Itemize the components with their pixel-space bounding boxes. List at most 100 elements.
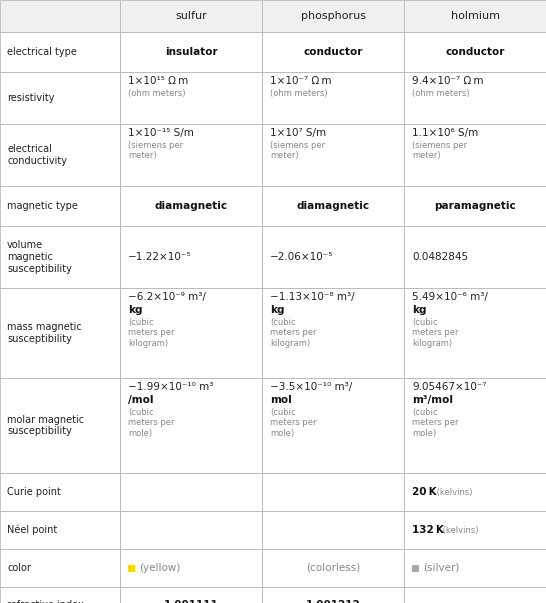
- Bar: [262, 72, 404, 124]
- Bar: [412, 564, 419, 572]
- Bar: [262, 186, 404, 226]
- Text: (cubic
meters per
kilogram): (cubic meters per kilogram): [270, 318, 317, 348]
- Text: kg: kg: [128, 305, 143, 315]
- Bar: [404, 473, 546, 511]
- Bar: [0, 0, 120, 32]
- Text: insulator: insulator: [165, 47, 217, 57]
- Text: 9.4×10⁻⁷ Ω m: 9.4×10⁻⁷ Ω m: [412, 76, 484, 86]
- Bar: [404, 226, 546, 288]
- Text: 1×10⁻¹⁵ S/m: 1×10⁻¹⁵ S/m: [128, 128, 194, 138]
- Text: resistivity: resistivity: [7, 93, 55, 103]
- Text: mol: mol: [270, 395, 292, 405]
- Bar: [404, 186, 546, 226]
- Bar: [0, 226, 120, 288]
- Text: (cubic
meters per
mole): (cubic meters per mole): [412, 408, 459, 438]
- Text: (cubic
meters per
kilogram): (cubic meters per kilogram): [128, 318, 175, 348]
- Bar: [0, 473, 120, 511]
- Text: −6.2×10⁻⁹ m³/: −6.2×10⁻⁹ m³/: [128, 292, 206, 302]
- Text: (cubic
meters per
mole): (cubic meters per mole): [270, 408, 317, 438]
- Bar: [404, 511, 546, 549]
- Text: (siemens per
meter): (siemens per meter): [270, 141, 325, 160]
- Bar: [0, 587, 120, 603]
- Bar: [0, 72, 120, 124]
- Bar: [262, 32, 404, 72]
- Bar: [120, 511, 262, 549]
- Bar: [262, 511, 404, 549]
- Text: −3.5×10⁻¹⁰ m³/: −3.5×10⁻¹⁰ m³/: [270, 382, 352, 392]
- Text: diamagnetic: diamagnetic: [296, 201, 370, 211]
- Bar: [404, 288, 546, 378]
- Bar: [120, 378, 262, 473]
- Bar: [404, 32, 546, 72]
- Bar: [404, 587, 546, 603]
- Bar: [404, 378, 546, 473]
- Bar: [0, 186, 120, 226]
- Text: phosphorus: phosphorus: [300, 11, 365, 21]
- Text: (kelvins): (kelvins): [440, 525, 478, 534]
- Bar: [262, 587, 404, 603]
- Text: electrical
conductivity: electrical conductivity: [7, 144, 67, 166]
- Text: −2.06×10⁻⁵: −2.06×10⁻⁵: [270, 252, 334, 262]
- Text: conductor: conductor: [304, 47, 363, 57]
- Text: 132 K: 132 K: [412, 525, 444, 535]
- Text: (yellow): (yellow): [139, 563, 180, 573]
- Text: (cubic
meters per
kilogram): (cubic meters per kilogram): [412, 318, 459, 348]
- Bar: [262, 549, 404, 587]
- Text: (siemens per
meter): (siemens per meter): [412, 141, 467, 160]
- Text: Néel point: Néel point: [7, 525, 57, 535]
- Text: paramagnetic: paramagnetic: [434, 201, 516, 211]
- Text: −1.13×10⁻⁸ m³/: −1.13×10⁻⁸ m³/: [270, 292, 354, 302]
- Text: (cubic
meters per
mole): (cubic meters per mole): [128, 408, 175, 438]
- Bar: [0, 288, 120, 378]
- Text: (kelvins): (kelvins): [434, 487, 472, 496]
- Bar: [120, 473, 262, 511]
- Text: (ohm meters): (ohm meters): [412, 89, 470, 98]
- Text: (ohm meters): (ohm meters): [270, 89, 328, 98]
- Text: −1.22×10⁻⁵: −1.22×10⁻⁵: [128, 252, 192, 262]
- Text: 1×10⁻⁷ Ω m: 1×10⁻⁷ Ω m: [270, 76, 331, 86]
- Text: diamagnetic: diamagnetic: [155, 201, 228, 211]
- Text: molar magnetic
susceptibility: molar magnetic susceptibility: [7, 415, 84, 437]
- Text: sulfur: sulfur: [175, 11, 207, 21]
- Text: electrical type: electrical type: [7, 47, 77, 57]
- Text: 0.0482845: 0.0482845: [412, 252, 468, 262]
- Bar: [128, 564, 135, 572]
- Bar: [0, 124, 120, 186]
- Bar: [262, 124, 404, 186]
- Text: 9.05467×10⁻⁷: 9.05467×10⁻⁷: [412, 382, 486, 392]
- Text: 1.001111: 1.001111: [164, 600, 218, 603]
- Text: 20 K: 20 K: [412, 487, 437, 497]
- Bar: [0, 378, 120, 473]
- Bar: [262, 226, 404, 288]
- Text: −1.99×10⁻¹⁰ m³: −1.99×10⁻¹⁰ m³: [128, 382, 213, 392]
- Bar: [120, 72, 262, 124]
- Text: holmium: holmium: [450, 11, 500, 21]
- Bar: [0, 32, 120, 72]
- Bar: [262, 288, 404, 378]
- Text: 1×10⁷ S/m: 1×10⁷ S/m: [270, 128, 326, 138]
- Text: 1.1×10⁶ S/m: 1.1×10⁶ S/m: [412, 128, 478, 138]
- Bar: [120, 288, 262, 378]
- Bar: [120, 186, 262, 226]
- Text: (colorless): (colorless): [306, 563, 360, 573]
- Text: (siemens per
meter): (siemens per meter): [128, 141, 183, 160]
- Text: kg: kg: [270, 305, 284, 315]
- Bar: [120, 32, 262, 72]
- Text: 5.49×10⁻⁶ m³/: 5.49×10⁻⁶ m³/: [412, 292, 488, 302]
- Bar: [404, 124, 546, 186]
- Bar: [262, 378, 404, 473]
- Text: m³/mol: m³/mol: [412, 395, 453, 405]
- Bar: [0, 549, 120, 587]
- Bar: [404, 549, 546, 587]
- Text: color: color: [7, 563, 31, 573]
- Bar: [120, 549, 262, 587]
- Bar: [404, 0, 546, 32]
- Bar: [404, 72, 546, 124]
- Bar: [262, 473, 404, 511]
- Text: kg: kg: [412, 305, 426, 315]
- Text: /mol: /mol: [128, 395, 153, 405]
- Text: Curie point: Curie point: [7, 487, 61, 497]
- Bar: [262, 0, 404, 32]
- Text: volume
magnetic
susceptibility: volume magnetic susceptibility: [7, 241, 72, 274]
- Text: magnetic type: magnetic type: [7, 201, 78, 211]
